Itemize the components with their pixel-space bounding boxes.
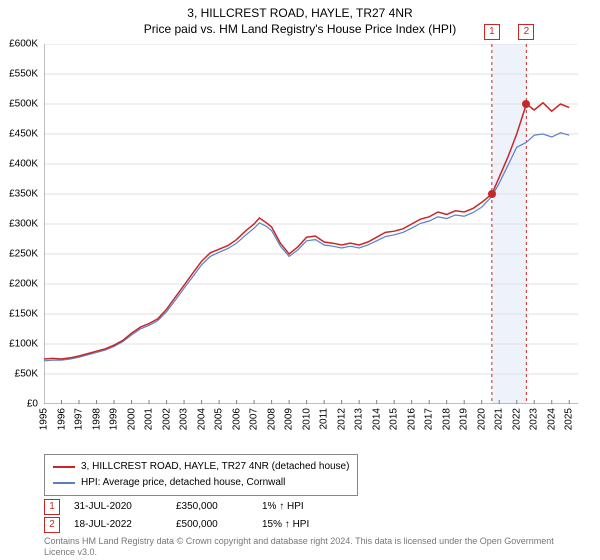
sale-vs-hpi: 1% ↑ HPI — [262, 498, 352, 516]
x-tick-label: 2013 — [354, 408, 365, 430]
sale-markers-layer: 12 — [44, 44, 578, 404]
x-tick-label: 2021 — [494, 408, 505, 430]
sales-table: 1 31-JUL-2020 £350,000 1% ↑ HPI 2 18-JUL-2022… — [44, 498, 352, 534]
legend-swatch — [53, 466, 75, 468]
x-tick-label: 2018 — [441, 408, 452, 430]
x-tick-label: 2011 — [319, 408, 330, 430]
x-tick-label: 2016 — [406, 408, 417, 430]
x-axis-labels: 1995199619971998199920002001200220032004… — [44, 404, 578, 448]
x-tick-label: 2005 — [214, 408, 225, 430]
x-tick-label: 1995 — [39, 408, 50, 430]
x-tick-label: 1997 — [74, 408, 85, 430]
legend-swatch — [53, 482, 75, 484]
sale-index-box: 1 — [44, 499, 60, 515]
legend-label: 3, HILLCREST ROAD, HAYLE, TR27 4NR (deta… — [81, 459, 349, 475]
sale-date: 31-JUL-2020 — [74, 498, 162, 516]
sale-vs-hpi: 15% ↑ HPI — [262, 516, 352, 534]
x-tick-label: 2023 — [529, 408, 540, 430]
y-axis-labels: £0£50K£100K£150K£200K£250K£300K£350K£400… — [0, 44, 40, 404]
y-tick-label: £0 — [27, 399, 38, 410]
sale-marker-dot — [488, 190, 496, 198]
legend-row: 3, HILLCREST ROAD, HAYLE, TR27 4NR (deta… — [53, 459, 349, 475]
sale-marker-index: 2 — [518, 24, 534, 40]
x-tick-label: 2000 — [126, 408, 137, 430]
x-tick-label: 2010 — [301, 408, 312, 430]
y-tick-label: £450K — [9, 129, 38, 140]
y-tick-label: £250K — [9, 249, 38, 260]
y-tick-label: £600K — [9, 39, 38, 50]
sale-row: 1 31-JUL-2020 £350,000 1% ↑ HPI — [44, 498, 352, 516]
chart-title: 3, HILLCREST ROAD, HAYLE, TR27 4NR — [0, 0, 600, 20]
sale-date: 18-JUL-2022 — [74, 516, 162, 534]
y-tick-label: £200K — [9, 279, 38, 290]
sale-row: 2 18-JUL-2022 £500,000 15% ↑ HPI — [44, 516, 352, 534]
sale-marker-index: 1 — [484, 24, 500, 40]
y-tick-label: £500K — [9, 99, 38, 110]
y-tick-label: £400K — [9, 159, 38, 170]
x-tick-label: 2019 — [459, 408, 470, 430]
x-tick-label: 1996 — [56, 408, 67, 430]
x-tick-label: 2022 — [511, 408, 522, 430]
x-tick-label: 1998 — [91, 408, 102, 430]
y-tick-label: £100K — [9, 339, 38, 350]
chart-container: 3, HILLCREST ROAD, HAYLE, TR27 4NR Price… — [0, 0, 600, 560]
sale-price: £500,000 — [176, 516, 248, 534]
x-tick-label: 2024 — [546, 408, 557, 430]
x-tick-label: 2015 — [389, 408, 400, 430]
legend-label: HPI: Average price, detached house, Corn… — [81, 475, 285, 491]
legend-row: HPI: Average price, detached house, Corn… — [53, 475, 349, 491]
y-tick-label: £300K — [9, 219, 38, 230]
sale-index-box: 2 — [44, 517, 60, 533]
sale-price: £350,000 — [176, 498, 248, 516]
y-tick-label: £50K — [15, 369, 38, 380]
x-tick-label: 1999 — [109, 408, 120, 430]
y-tick-label: £150K — [9, 309, 38, 320]
x-tick-label: 2004 — [196, 408, 207, 430]
x-tick-label: 2009 — [284, 408, 295, 430]
x-tick-label: 2008 — [266, 408, 277, 430]
x-tick-label: 2017 — [424, 408, 435, 430]
x-tick-label: 2020 — [476, 408, 487, 430]
chart-subtitle: Price paid vs. HM Land Registry's House … — [0, 20, 600, 36]
sale-marker-dot — [522, 100, 530, 108]
x-tick-label: 2025 — [564, 408, 575, 430]
x-tick-label: 2007 — [249, 408, 260, 430]
x-tick-label: 2002 — [161, 408, 172, 430]
x-tick-label: 2001 — [144, 408, 155, 430]
x-tick-label: 2012 — [336, 408, 347, 430]
chart-area: £0£50K£100K£150K£200K£250K£300K£350K£400… — [44, 44, 578, 404]
x-tick-label: 2014 — [371, 408, 382, 430]
footer-text: Contains HM Land Registry data © Crown c… — [44, 536, 578, 558]
legend: 3, HILLCREST ROAD, HAYLE, TR27 4NR (deta… — [44, 454, 358, 496]
y-tick-label: £550K — [9, 69, 38, 80]
x-tick-label: 2006 — [231, 408, 242, 430]
y-tick-label: £350K — [9, 189, 38, 200]
x-tick-label: 2003 — [179, 408, 190, 430]
